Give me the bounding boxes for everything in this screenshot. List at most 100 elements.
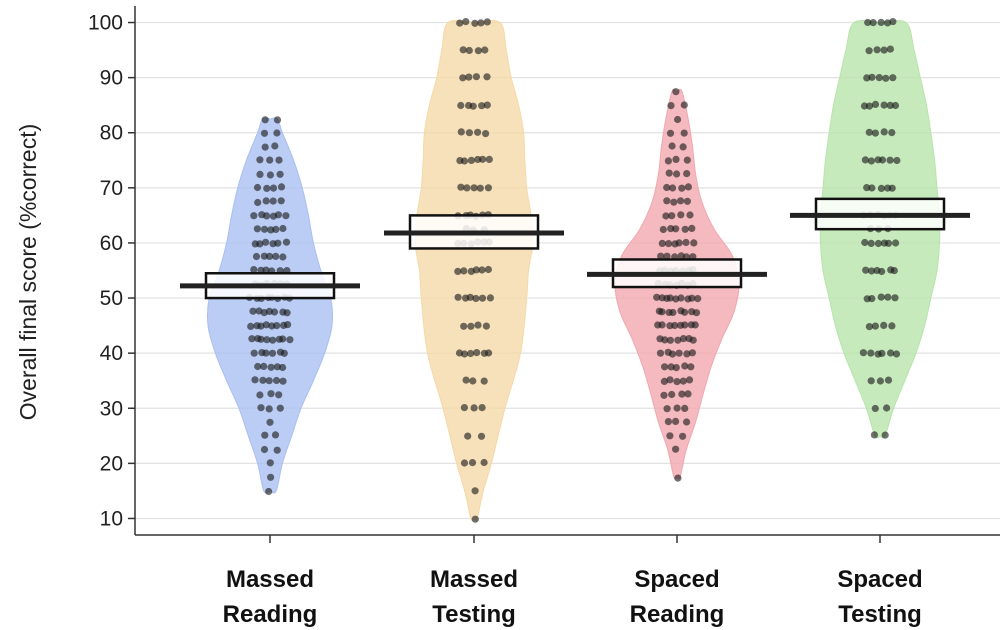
data-point bbox=[286, 336, 294, 344]
data-point bbox=[469, 102, 477, 110]
data-point bbox=[266, 459, 274, 467]
data-point bbox=[257, 404, 265, 412]
data-point bbox=[247, 322, 255, 330]
data-point bbox=[266, 171, 274, 179]
data-point bbox=[865, 102, 874, 110]
data-point bbox=[279, 224, 287, 233]
data-point bbox=[867, 157, 876, 165]
data-point bbox=[665, 240, 673, 248]
data-point bbox=[680, 101, 688, 109]
data-point bbox=[270, 308, 279, 316]
data-point bbox=[462, 18, 470, 26]
data-point bbox=[269, 184, 278, 192]
data-point bbox=[473, 349, 481, 357]
data-point bbox=[276, 404, 284, 412]
data-point bbox=[672, 155, 680, 163]
data-point bbox=[679, 143, 687, 151]
category-label-line2: Reading bbox=[630, 601, 725, 628]
data-point bbox=[888, 129, 896, 137]
data-point bbox=[454, 267, 462, 275]
data-point bbox=[669, 308, 677, 317]
data-point bbox=[477, 432, 486, 440]
data-points bbox=[245, 18, 901, 523]
data-point bbox=[671, 321, 679, 330]
data-point bbox=[268, 349, 277, 357]
data-point bbox=[877, 293, 885, 301]
data-point bbox=[868, 73, 876, 81]
data-point bbox=[871, 100, 880, 108]
data-point bbox=[263, 184, 271, 192]
data-point bbox=[279, 253, 287, 261]
data-point bbox=[280, 349, 288, 357]
data-point bbox=[273, 129, 281, 137]
data-point bbox=[874, 239, 883, 248]
data-point bbox=[869, 19, 877, 27]
data-point bbox=[472, 73, 480, 81]
data-point bbox=[681, 308, 689, 316]
y-tick-label: 80 bbox=[100, 122, 123, 145]
data-point bbox=[482, 322, 490, 330]
data-point bbox=[658, 321, 666, 329]
data-point bbox=[262, 349, 270, 357]
data-point bbox=[675, 239, 683, 247]
data-point bbox=[253, 183, 262, 192]
y-tick-label: 100 bbox=[88, 12, 123, 35]
data-point bbox=[249, 307, 257, 315]
data-point bbox=[661, 336, 669, 344]
data-point bbox=[887, 349, 895, 357]
data-point bbox=[661, 363, 669, 371]
data-point bbox=[265, 487, 273, 496]
data-point bbox=[478, 404, 486, 412]
data-point bbox=[890, 267, 898, 275]
data-point bbox=[673, 378, 681, 386]
data-point bbox=[275, 391, 283, 399]
data-point bbox=[462, 376, 470, 384]
data-point bbox=[257, 322, 265, 330]
data-point bbox=[265, 405, 273, 413]
data-point bbox=[460, 404, 468, 412]
data-point bbox=[656, 349, 665, 357]
violin-shape bbox=[206, 117, 334, 494]
data-point bbox=[267, 390, 275, 398]
data-point bbox=[861, 238, 869, 247]
data-point bbox=[666, 129, 675, 137]
data-point bbox=[888, 184, 896, 192]
y-tick-label: 60 bbox=[100, 232, 123, 255]
y-tick-labels: 10 20 30 40 50 60 70 80 90 100 bbox=[88, 12, 123, 531]
data-point bbox=[261, 431, 269, 439]
data-point bbox=[477, 19, 485, 27]
data-point bbox=[878, 156, 887, 164]
data-point bbox=[681, 225, 689, 233]
data-point bbox=[865, 323, 874, 331]
data-point bbox=[486, 294, 494, 302]
data-point bbox=[663, 405, 671, 413]
data-point bbox=[673, 170, 681, 178]
data-point bbox=[668, 142, 676, 150]
data-point bbox=[689, 336, 697, 344]
data-point bbox=[653, 293, 661, 301]
data-point bbox=[893, 156, 901, 165]
data-point bbox=[666, 336, 675, 344]
data-point bbox=[868, 295, 876, 303]
data-point bbox=[878, 267, 886, 276]
data-point bbox=[262, 266, 270, 274]
data-point bbox=[467, 322, 475, 330]
data-point bbox=[690, 239, 698, 247]
data-point bbox=[870, 431, 879, 439]
data-point bbox=[867, 377, 875, 385]
data-point bbox=[256, 391, 264, 399]
data-point bbox=[472, 294, 480, 303]
data-point bbox=[660, 377, 669, 385]
data-point bbox=[891, 101, 900, 110]
data-point bbox=[262, 197, 270, 205]
data-point bbox=[256, 170, 264, 178]
data-point bbox=[266, 252, 274, 260]
y-tick-label: 50 bbox=[100, 287, 123, 310]
data-point bbox=[272, 252, 280, 260]
data-point bbox=[675, 349, 683, 357]
data-point bbox=[860, 102, 869, 110]
data-point bbox=[467, 349, 475, 358]
category-label-line1: Massed bbox=[226, 566, 314, 593]
data-point bbox=[272, 225, 280, 233]
data-point bbox=[283, 309, 291, 317]
